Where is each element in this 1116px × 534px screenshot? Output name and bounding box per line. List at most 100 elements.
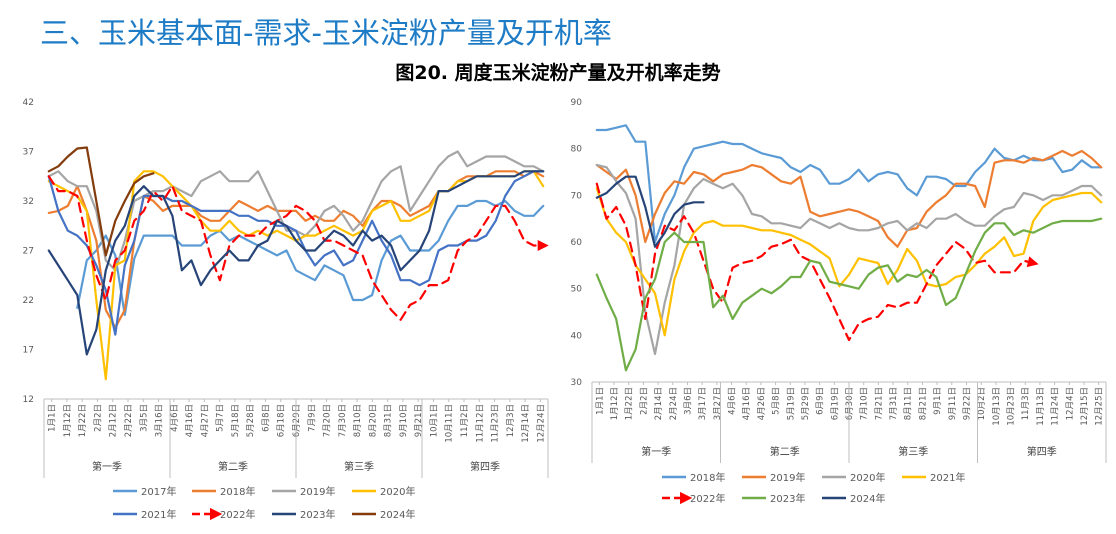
series-line-2017年 — [76, 199, 545, 316]
y-tick-label: 37 — [23, 148, 34, 158]
y-tick-label: 40 — [571, 331, 583, 341]
legend-label: 2023年 — [770, 492, 805, 505]
x-tick-label: 2月24日 — [669, 387, 679, 420]
y-tick-label: 32 — [23, 197, 34, 207]
x-tick-label: 2月12日 — [109, 404, 119, 437]
season-label: 第二季 — [218, 460, 248, 473]
x-tick-label: 2月2日 — [639, 387, 649, 415]
x-tick-label: 12月14日 — [521, 404, 531, 443]
x-tick-label: 3月27日 — [713, 387, 723, 420]
x-tick-label: 10月2日 — [977, 387, 987, 420]
y-tick-label: 90 — [571, 98, 583, 108]
season-label: 第三季 — [898, 445, 928, 458]
legend-label: 2022年 — [220, 508, 255, 521]
x-tick-label: 6月29日 — [292, 404, 302, 437]
x-tick-label: 11月12日 — [475, 404, 485, 443]
x-tick-label: 4月27日 — [200, 404, 210, 437]
x-tick-label: 5月7日 — [216, 404, 226, 432]
x-tick-label: 10月11日 — [445, 404, 455, 443]
series-line-2022年 — [595, 182, 1039, 342]
x-tick-label: 11月3日 — [1021, 387, 1031, 420]
legend-item: 2021年 — [902, 471, 965, 484]
x-tick-label: 12月15日 — [1080, 387, 1090, 426]
legend-item: 2024年 — [352, 508, 415, 521]
x-tick-label: 4月6日 — [170, 404, 180, 432]
legend-label: 2021年 — [141, 508, 176, 521]
x-tick-label: 8月10日 — [353, 404, 363, 437]
x-tick-label: 2月2日 — [93, 404, 103, 432]
y-tick-label: 22 — [23, 296, 34, 306]
x-tick-label: 1月1日 — [48, 404, 58, 432]
section-title: 三、玉米基本面-需求-玉米淀粉产量及开机率 — [40, 16, 612, 50]
x-tick-label: 6月30日 — [845, 387, 855, 420]
legend-item: 2024年 — [822, 492, 885, 505]
legend-item: 2020年 — [352, 485, 415, 498]
series-line-2024年 — [595, 175, 705, 248]
x-tick-label: 12月4日 — [1065, 387, 1075, 420]
x-tick-label: 3月5日 — [139, 404, 149, 432]
x-tick-label: 9月22日 — [962, 387, 972, 420]
x-tick-label: 1月1日 — [595, 387, 605, 415]
chart-weekly-output: 12 17 22 27 32 37 42 1月1日 1月12日 1月22日 2月2日 2月12日 2月2… — [23, 98, 549, 521]
x-tick-label: 5月29日 — [801, 387, 811, 420]
legend-label: 2021年 — [930, 471, 965, 484]
x-tick-label: 4月26日 — [757, 387, 767, 420]
x-tick-label: 12月24日 — [536, 404, 546, 443]
x-tick-label: 10月13日 — [992, 387, 1002, 426]
legend-label: 2018年 — [220, 485, 255, 498]
x-tick-label: 7月20日 — [323, 404, 333, 437]
x-tick-label: 10月1日 — [429, 404, 439, 437]
legend-item: 2022年 — [192, 507, 255, 521]
x-tick-label: 12月3日 — [506, 404, 516, 437]
x-tick-label: 4月16日 — [742, 387, 752, 420]
x-tick-label: 11月23日 — [491, 404, 501, 443]
x-tick-label: 3月16日 — [155, 404, 165, 437]
legend-label: 2020年 — [850, 471, 885, 484]
series-line-2018年 — [595, 124, 1103, 244]
x-tick-label: 4月16日 — [185, 404, 195, 437]
x-tick-label: 8月31日 — [384, 404, 394, 437]
x-tick-label: 10月23日 — [1007, 387, 1017, 426]
x-tick-label: 5月18日 — [231, 404, 241, 437]
x-tick-label: 7月31日 — [889, 387, 899, 420]
x-tick-label: 9月1日 — [933, 387, 943, 415]
season-label: 第四季 — [1027, 445, 1057, 458]
x-tick-label: 7月9日 — [307, 404, 317, 432]
x-tick-label: 5月8日 — [772, 387, 782, 415]
x-tick-label: 9月21日 — [414, 404, 424, 437]
y-tick-label: 12 — [23, 395, 34, 405]
legend-label: 2023年 — [300, 508, 335, 521]
legend-label: 2018年 — [690, 471, 725, 484]
legend-item: 2019年 — [742, 471, 805, 484]
x-tick-label: 1月22日 — [78, 404, 88, 437]
x-tick-label: 2月22日 — [124, 404, 134, 437]
series-line-2021年 — [595, 187, 1103, 337]
x-tick-label: 1月12日 — [63, 404, 73, 437]
series-line-2023年 — [595, 217, 1103, 372]
legend-label: 2024年 — [380, 508, 415, 521]
x-tick-label: 6月19日 — [830, 387, 840, 420]
x-tick-label: 6月18日 — [277, 404, 287, 437]
x-tick-label: 11月13日 — [1036, 387, 1046, 426]
legend-item: 2018年 — [192, 485, 255, 498]
series-line-2020年 — [595, 163, 1103, 356]
y-tick-label: 80 — [571, 145, 583, 155]
legend-item: 2017年 — [113, 485, 176, 498]
season-label: 第三季 — [344, 460, 374, 473]
x-tick-label: 4月6日 — [728, 387, 738, 415]
y-tick-label: 70 — [571, 191, 583, 201]
x-tick-label: 11月24日 — [1051, 387, 1061, 426]
x-tick-label: 3月17日 — [698, 387, 708, 420]
x-tick-label: 8月20日 — [368, 404, 378, 437]
series-line-2022年 — [47, 175, 549, 321]
x-tick-label: 1月22日 — [625, 387, 635, 420]
y-tick-label: 17 — [23, 346, 34, 356]
legend-item: 2018年 — [662, 471, 725, 484]
x-tick-label: 6月9日 — [816, 387, 826, 415]
x-tick-label: 9月10日 — [399, 404, 409, 437]
x-tick-label: 7月30日 — [338, 404, 348, 437]
season-label: 第一季 — [641, 445, 671, 458]
x-tick-label: 11月2日 — [460, 404, 470, 437]
x-tick-label: 3月6日 — [683, 387, 693, 415]
